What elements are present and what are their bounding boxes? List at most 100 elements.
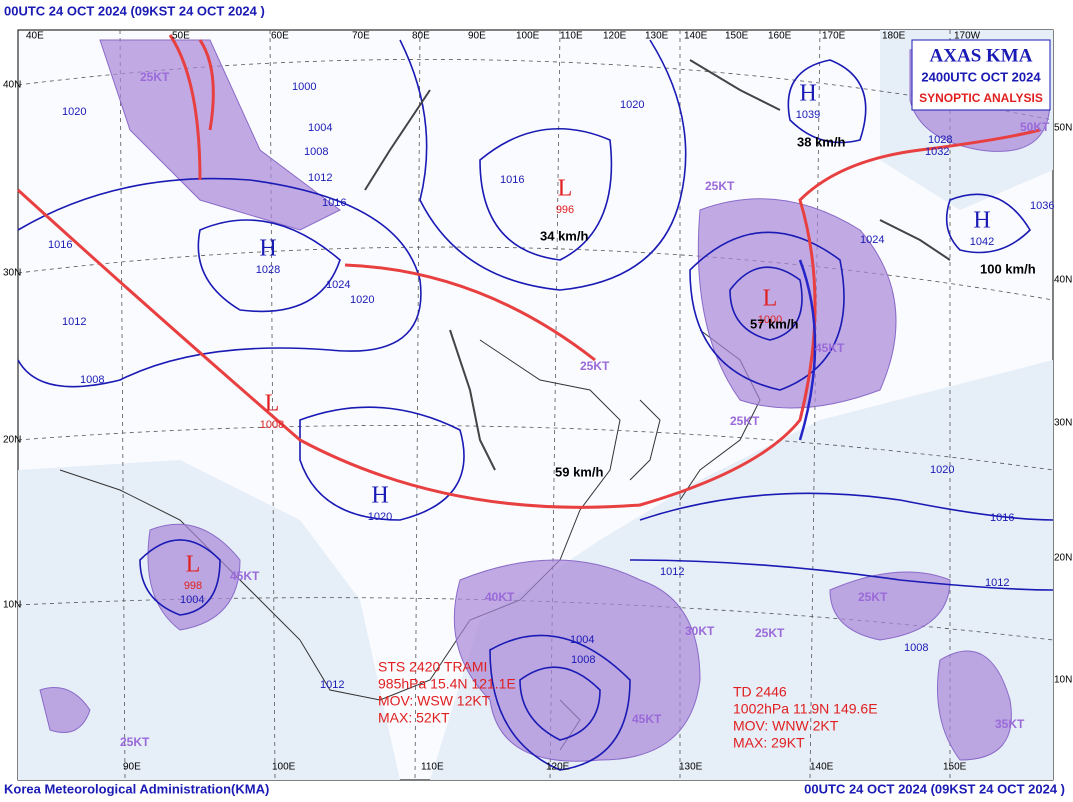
speed-label: 59 km/h xyxy=(555,464,603,479)
top-lon-label: 110E xyxy=(560,31,583,42)
isobar-lines xyxy=(17,39,1054,771)
wind-label: 25KT xyxy=(755,626,785,640)
system-symbol: H xyxy=(371,483,388,509)
isobar-label: 1012 xyxy=(985,577,1009,589)
sts-name: STS 2420 TRAMI xyxy=(378,659,487,675)
sts-pos: 985hPa 15.4N 121.1E xyxy=(378,676,516,692)
cold-front xyxy=(798,259,817,441)
wind-label: 25KT xyxy=(705,179,735,193)
speed-label: 38 km/h xyxy=(797,134,845,149)
title-agency: AXAS KMA xyxy=(930,45,1033,66)
isobar-label: 1024 xyxy=(860,234,884,246)
system-symbol: L xyxy=(558,176,573,202)
wind-label: 45KT xyxy=(632,712,662,726)
footer-agency: Korea Meteorological Administration(KMA) xyxy=(4,781,269,796)
td-pos: 1002hPa 11.9N 149.6E xyxy=(733,701,878,717)
isobar-label: 1028 xyxy=(928,134,952,146)
top-lon-label: 60E xyxy=(271,31,289,42)
system-value: 1008 xyxy=(260,419,284,431)
wind-label: 45KT xyxy=(815,341,845,355)
top-lon-label: 160E xyxy=(768,31,792,42)
isobar-label: 1032 xyxy=(925,146,949,158)
isobar-label: 1008 xyxy=(304,146,328,158)
td-max: MAX: 29KT xyxy=(733,735,805,751)
isobar-label: 1004 xyxy=(180,594,204,606)
title-box xyxy=(911,39,1051,111)
bottom-lon-label: 140E xyxy=(810,762,834,773)
isobar-label: 1024 xyxy=(326,279,350,291)
wind-label: 30KT xyxy=(685,624,715,638)
top-lon-label: 50E xyxy=(172,31,190,42)
isobar-label: 1016 xyxy=(322,197,346,209)
header-time: 00UTC 24 OCT 2024 (09KST 24 OCT 2024 ) xyxy=(4,3,265,18)
isobar-label: 1012 xyxy=(660,566,684,578)
right-lat-label: 40N xyxy=(1054,275,1072,286)
wind-label: 25KT xyxy=(730,414,760,428)
isobar-label: 1016 xyxy=(990,512,1014,524)
top-lon-label: 170W xyxy=(954,31,981,42)
isobar-label: 1008 xyxy=(80,374,104,386)
bottom-lon-label: 110E xyxy=(421,762,444,773)
td-name: TD 2446 xyxy=(733,684,787,700)
footer-time: 00UTC 24 OCT 2024 (09KST 24 OCT 2024 ) xyxy=(804,781,1065,796)
top-lon-label: 180E xyxy=(882,31,906,42)
top-lon-label: 170E xyxy=(822,31,846,42)
title-kind: SYNOPTIC ANALYSIS xyxy=(919,91,1043,105)
isobar-label: 1008 xyxy=(571,654,595,666)
system-value: 1000 xyxy=(758,314,782,326)
title-time: 2400UTC OCT 2024 xyxy=(921,69,1041,84)
top-lon-label: 90E xyxy=(468,31,486,42)
system-value: 1039 xyxy=(796,109,820,121)
top-lon-label: 140E xyxy=(684,31,708,42)
system-value: 1020 xyxy=(368,511,392,523)
fronts-and-tracks xyxy=(16,34,1041,509)
isobar-label: 1036 xyxy=(1030,200,1054,212)
top-lon-label: 130E xyxy=(645,31,669,42)
isobar-label: 1020 xyxy=(930,464,954,476)
wind-label: 25KT xyxy=(580,359,610,373)
system-symbol: H xyxy=(973,208,990,234)
right-lat-label: 50N xyxy=(1054,123,1072,134)
sts-info: STS 2420 TRAMI 985hPa 15.4N 121.1E MOV: … xyxy=(378,659,516,726)
right-lat-label: 20N xyxy=(1054,553,1072,564)
isobar-label: 1020 xyxy=(620,99,644,111)
wind-label: 45KT xyxy=(230,569,260,583)
sts-mov: MOV: WSW 12KT xyxy=(378,693,491,709)
isobar-label: 1012 xyxy=(62,316,86,328)
bottom-lon-label: 100E xyxy=(272,762,296,773)
sts-max: MAX: 52KT xyxy=(378,710,450,726)
wind-label: 50KT xyxy=(1020,120,1050,134)
wind-label: 40KT xyxy=(485,590,515,604)
isobar-label: 1020 xyxy=(350,294,374,306)
system-symbol: L xyxy=(265,391,280,417)
isobar-label: 1020 xyxy=(62,106,86,118)
top-lon-label: 100E xyxy=(516,31,540,42)
bottom-lon-label: 90E xyxy=(123,762,141,773)
wind-label: 25KT xyxy=(858,590,888,604)
td-info: TD 2446 1002hPa 11.9N 149.6E MOV: WNW 2K… xyxy=(733,684,878,751)
top-lon-label: 40E xyxy=(26,31,44,42)
isobar-label: 1016 xyxy=(48,239,72,251)
troughs xyxy=(364,59,951,471)
isobar-label: 1012 xyxy=(320,679,344,691)
bottom-lon-label: 130E xyxy=(679,762,703,773)
isobar-label: 1008 xyxy=(904,642,928,654)
isobar-label: 1016 xyxy=(500,174,524,186)
bottom-lon-label: 120E xyxy=(546,762,570,773)
top-lon-label: 150E xyxy=(725,31,749,42)
system-value: 998 xyxy=(184,580,202,592)
left-lat-label: 40N xyxy=(3,80,21,91)
right-lat-label: 10N xyxy=(1054,675,1072,686)
left-lat-label: 10N xyxy=(3,600,21,611)
left-lat-label: 30N xyxy=(3,268,21,279)
system-symbol: H xyxy=(259,236,276,262)
wind-label: 25KT xyxy=(140,70,170,84)
speed-label: 57 km/h xyxy=(750,316,798,331)
isobar-label: 1004 xyxy=(570,634,594,646)
isobar-label: 1000 xyxy=(292,81,316,93)
td-mov: MOV: WNW 2KT xyxy=(733,718,839,734)
top-lon-label: 70E xyxy=(352,31,370,42)
system-symbol: L xyxy=(763,286,778,312)
system-value: 996 xyxy=(556,204,574,216)
